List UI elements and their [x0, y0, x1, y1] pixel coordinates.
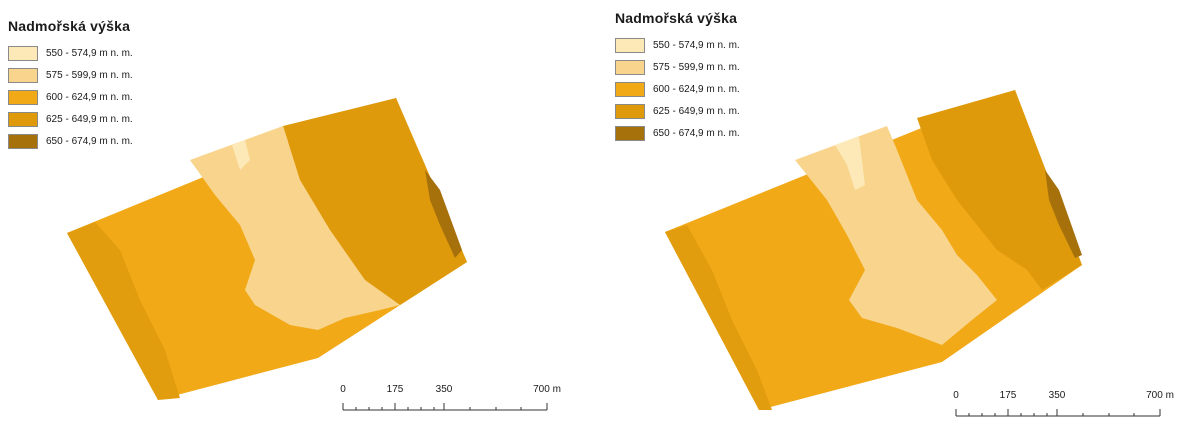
legend-label: 575 - 599,9 m n. m.	[653, 61, 740, 73]
elevation-zone-625-649-east	[283, 98, 467, 305]
scale-line	[955, 409, 1161, 417]
legend-item: 575 - 599,9 m n. m.	[615, 56, 740, 78]
legend-label: 650 - 674,9 m n. m.	[653, 127, 740, 139]
legend-swatch	[615, 37, 645, 53]
scale-label: 175	[386, 384, 404, 395]
legend-item: 650 - 674,9 m n. m.	[8, 130, 133, 152]
scale-label: 175	[999, 390, 1017, 401]
legend-swatch	[615, 59, 645, 75]
scale-label: 0	[340, 384, 346, 395]
scale-label: 700 m	[533, 384, 561, 395]
legend-label: 600 - 624,9 m n. m.	[46, 91, 133, 103]
legend-item: 650 - 674,9 m n. m.	[615, 122, 740, 144]
legend-swatch	[8, 45, 38, 61]
legend-swatch	[615, 103, 645, 119]
legend-label: 600 - 624,9 m n. m.	[653, 83, 740, 95]
elevation-zone-625-649-east	[917, 90, 1082, 290]
legend-right: Nadmořská výška 550 - 574,9 m n. m. 575 …	[615, 10, 740, 144]
scale-label: 350	[435, 384, 453, 395]
scale-line	[342, 403, 548, 411]
elevation-zone-575-599	[795, 126, 997, 345]
scale-label: 700 m	[1146, 390, 1174, 401]
legend-label: 650 - 674,9 m n. m.	[46, 135, 133, 147]
legend-label: 625 - 649,9 m n. m.	[46, 113, 133, 125]
legend-item: 600 - 624,9 m n. m.	[615, 78, 740, 100]
legend-item: 550 - 574,9 m n. m.	[8, 42, 133, 64]
elevation-zone-550-574	[835, 136, 865, 190]
legend-left: Nadmořská výška 550 - 574,9 m n. m. 575 …	[8, 18, 133, 152]
legend-swatch	[8, 133, 38, 149]
legend-swatch	[8, 111, 38, 127]
elevation-map-area-left	[67, 98, 467, 400]
map-title: Nadmořská výška	[8, 18, 131, 34]
legend-label: 550 - 574,9 m n. m.	[46, 47, 133, 59]
legend-label: 625 - 649,9 m n. m.	[653, 105, 740, 117]
elevation-map-left: Nadmořská výška 550 - 574,9 m n. m. 575 …	[0, 0, 597, 419]
legend-item: 625 - 649,9 m n. m.	[8, 108, 133, 130]
elevation-zone-625-649-west	[67, 222, 180, 400]
elevation-zone-550-574	[232, 140, 250, 170]
elevation-zone-575-599	[190, 126, 400, 330]
elevation-map-right: Nadmořská výška 550 - 574,9 m n. m. 575 …	[597, 0, 1194, 419]
elevation-zone-650-674	[425, 170, 462, 258]
legend-swatch	[8, 67, 38, 83]
legend-label: 550 - 574,9 m n. m.	[653, 39, 740, 51]
elevation-zone-625-649-west	[665, 225, 772, 410]
scale-label: 0	[953, 390, 959, 401]
legend-swatch	[615, 81, 645, 97]
elevation-zone-650-674	[1045, 170, 1082, 258]
elevation-map-area-right	[665, 90, 1082, 410]
legend-swatch	[615, 125, 645, 141]
scale-label: 350	[1048, 390, 1066, 401]
legend-label: 575 - 599,9 m n. m.	[46, 69, 133, 81]
legend-swatch	[8, 89, 38, 105]
legend-item: 575 - 599,9 m n. m.	[8, 64, 133, 86]
legend-item: 550 - 574,9 m n. m.	[615, 34, 740, 56]
legend-item: 600 - 624,9 m n. m.	[8, 86, 133, 108]
map-title: Nadmořská výška	[615, 10, 738, 26]
legend-item: 625 - 649,9 m n. m.	[615, 100, 740, 122]
